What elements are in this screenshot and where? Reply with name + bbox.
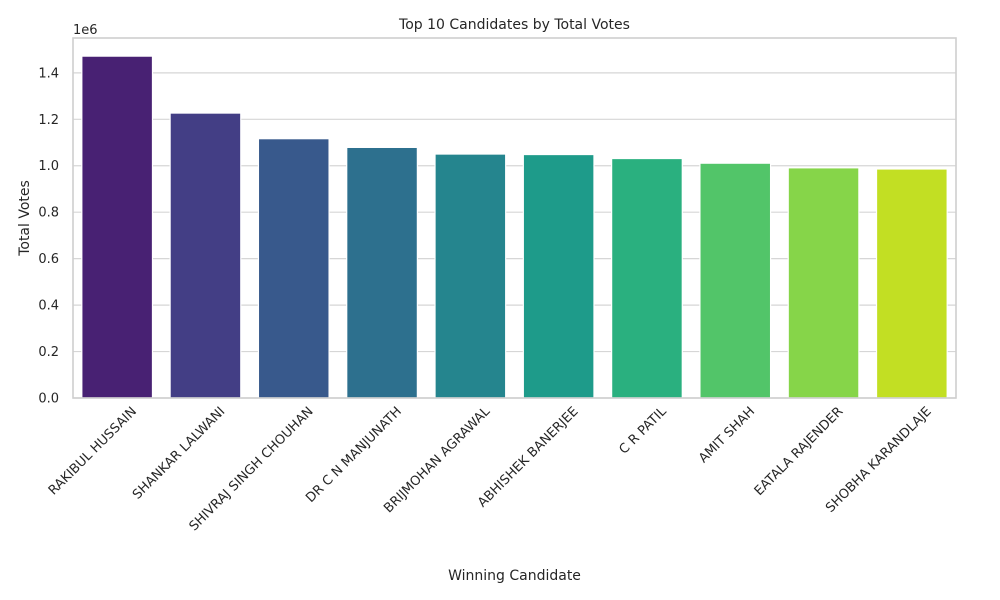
bar [346, 146, 418, 399]
y-tick-label: 1.2 [38, 113, 59, 128]
bar [699, 162, 772, 399]
y-tick-label: 0.4 [38, 299, 59, 314]
y-tick-label: 1.0 [38, 159, 59, 174]
y-axis-label: Total Votes [17, 180, 33, 257]
plot-frame [72, 37, 957, 399]
x-tick-label: RAKIBUL HUSSAIN [46, 404, 140, 498]
bar [81, 55, 154, 399]
bar [611, 157, 683, 399]
x-tick-label: ABHISHEK BANERJEE [475, 404, 581, 510]
bar [434, 153, 507, 399]
y-tick-label: 0.0 [38, 392, 59, 407]
x-tick-label: EATALA RAJENDER [752, 404, 847, 499]
bar [875, 168, 948, 399]
bar [522, 153, 595, 399]
bar [257, 138, 330, 399]
x-tick-label: C R PATIL [617, 404, 671, 458]
y-tick-label: 0.8 [38, 206, 59, 221]
chart-title: Top 10 Candidates by Total Votes [398, 17, 630, 33]
y-tick-label: 0.6 [38, 252, 59, 267]
x-tick-label: AMIT SHAH [696, 404, 758, 466]
bar [169, 112, 242, 399]
bars-layer [81, 55, 948, 399]
x-tick-label: DR C N MANJUNATH [303, 404, 405, 506]
x-tick-label: SHANKAR LALWANI [130, 404, 228, 502]
y-tick-labels: 0.0 0.2 0.4 0.6 0.8 1.0 1.2 1.4 [38, 66, 59, 406]
y-tick-label: 1.4 [38, 66, 59, 81]
x-axis-label: Winning Candidate [448, 568, 581, 584]
y-tick-label: 0.2 [38, 345, 59, 360]
y-axis-offset-label: 1e6 [73, 23, 98, 38]
bar [787, 167, 860, 399]
